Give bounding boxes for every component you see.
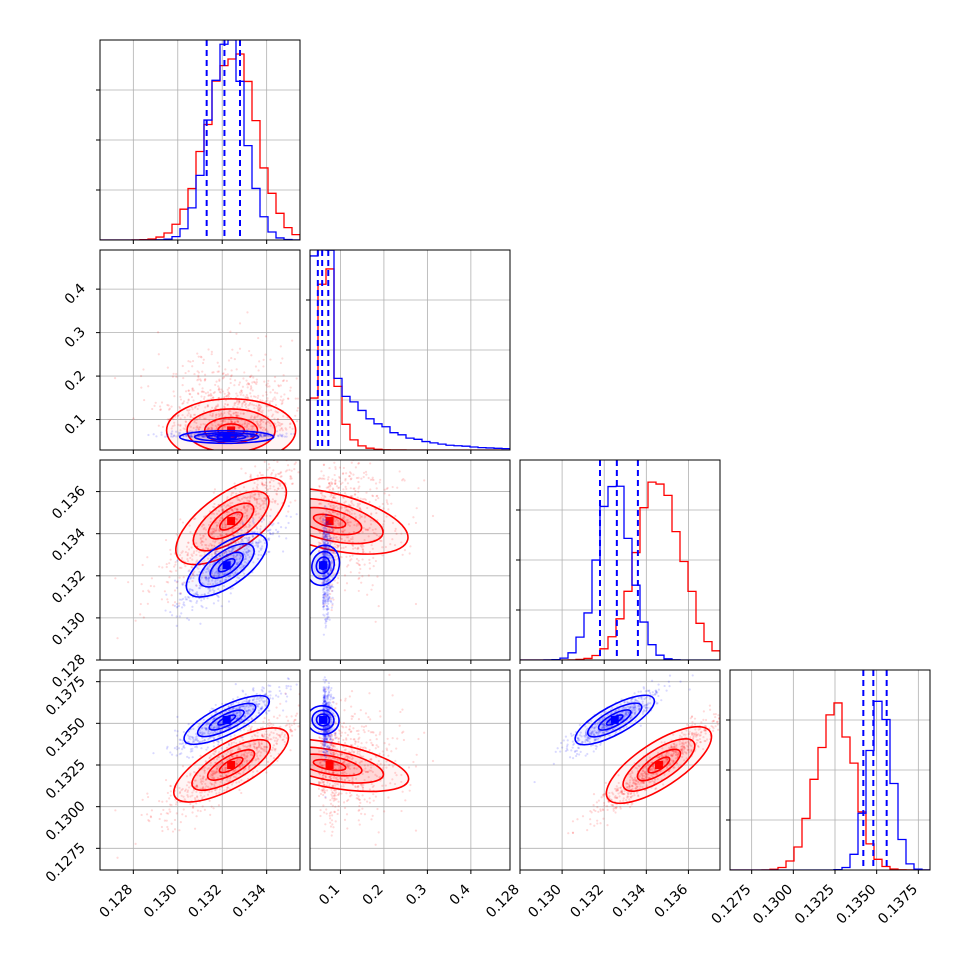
- density-peak-blue: [610, 716, 619, 724]
- x-tick-label: 0.1375: [875, 882, 921, 928]
- density-peak-red: [654, 761, 663, 769]
- x-tick-label: 0.1: [316, 882, 343, 909]
- density-peak-blue: [222, 432, 231, 441]
- histogram-panel-2: [516, 459, 721, 664]
- panel-frame: [99, 249, 301, 451]
- x-tick-label: 0.1325: [792, 882, 838, 928]
- y-tick-label: 0.2: [62, 368, 89, 395]
- scatter-panel-3-2: [519, 669, 721, 874]
- y-tick-label: 0.132: [49, 567, 89, 607]
- density-peak-blue: [222, 716, 231, 724]
- y-tick-label: 0.134: [49, 525, 89, 565]
- y-tick-label: 0.136: [49, 483, 89, 523]
- histogram-blue: [310, 250, 510, 450]
- scatter-panel-2-0: [96, 459, 301, 664]
- histogram-panel-1: [306, 249, 511, 454]
- x-tick-label: 0.128: [96, 882, 136, 922]
- panel-frame: [99, 669, 301, 871]
- density-peak-blue: [319, 561, 328, 570]
- y-tick-label: 0.1325: [43, 757, 89, 803]
- scatter-points-blue: [164, 498, 298, 627]
- density-peak-blue: [319, 716, 328, 724]
- x-tick-label: 0.134: [609, 881, 649, 921]
- y-tick-label: 0.1275: [43, 840, 89, 886]
- x-tick-label: 0.1350: [834, 882, 880, 928]
- x-tick-label: 0.134: [230, 881, 270, 921]
- x-tick-label: 0.1300: [750, 882, 796, 928]
- y-tick-label: 0.3: [62, 324, 89, 351]
- scatter-panel-3-0: [96, 669, 301, 874]
- y-tick-label: 0.1300: [43, 798, 89, 844]
- panel-frame: [309, 669, 511, 871]
- x-tick-label: 0.136: [652, 881, 692, 921]
- scatter-panel-1-0: [96, 249, 301, 454]
- y-tick-label: 0.1350: [43, 715, 89, 761]
- x-tick-label: 0.2: [360, 882, 387, 909]
- panel-frame: [519, 669, 721, 871]
- x-tick-label: 0.132: [567, 882, 607, 922]
- x-tick-label: 0.4: [447, 881, 474, 908]
- scatter-panel-3-1: [309, 669, 511, 874]
- y-tick-label: 0.130: [49, 609, 89, 649]
- histogram-panel-3: [726, 669, 931, 874]
- density-peak-red: [227, 517, 236, 526]
- panel-frame: [309, 459, 511, 661]
- histogram-blue: [730, 700, 930, 870]
- density-peak-blue: [222, 561, 231, 570]
- density-peak-red: [325, 761, 334, 769]
- x-tick-label: 0.130: [525, 882, 565, 922]
- histogram-red: [310, 268, 510, 450]
- x-tick-label: 0.132: [185, 882, 225, 922]
- density-peak-red: [227, 761, 236, 769]
- y-tick-label: 0.4: [62, 281, 89, 308]
- histogram-panel-0: [96, 39, 301, 244]
- panel-frame: [99, 459, 301, 661]
- x-tick-label: 0.128: [483, 882, 523, 922]
- x-tick-label: 0.3: [403, 882, 430, 909]
- scatter-panel-2-1: [309, 459, 511, 664]
- histogram-red: [100, 53, 300, 240]
- y-tick-label: 0.1: [62, 411, 89, 438]
- histogram-red: [520, 481, 720, 660]
- density-peak-red: [325, 517, 334, 526]
- histogram-red: [730, 702, 930, 870]
- x-tick-label: 0.1275: [709, 882, 755, 928]
- x-tick-label: 0.130: [141, 882, 181, 922]
- histogram-blue: [520, 485, 720, 660]
